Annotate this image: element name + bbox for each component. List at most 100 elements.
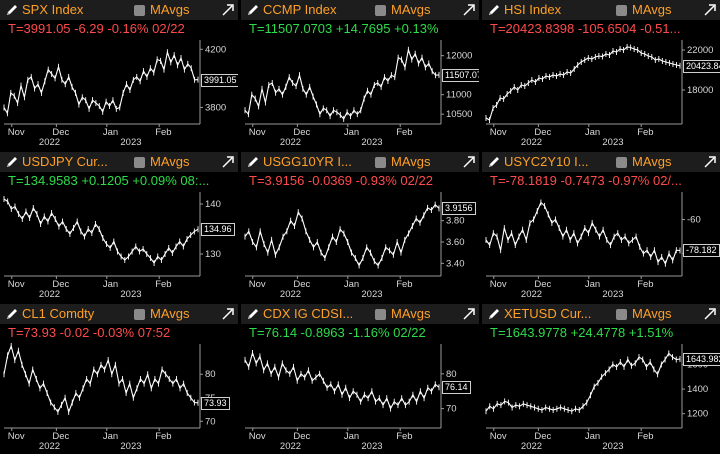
- expand-icon[interactable]: [463, 3, 475, 16]
- panel-header: USDJPY Cur... MAvgs: [0, 152, 238, 172]
- year-label: 2022: [39, 441, 60, 450]
- mavgs-label[interactable]: MAvgs: [632, 154, 672, 169]
- ticker-title[interactable]: HSI Index: [504, 2, 562, 17]
- x-tick-label: Dec: [52, 431, 69, 442]
- ticker-title[interactable]: XETUSD Cur...: [504, 306, 592, 321]
- price-chart: 4200 3800 Nov Dec Jan Feb 2022 2023: [3, 40, 226, 146]
- expand-icon[interactable]: [463, 307, 475, 320]
- x-tick-label: Feb: [396, 127, 412, 138]
- mavgs-label[interactable]: MAvgs: [632, 2, 672, 17]
- mavgs-checkbox-icon[interactable]: [616, 309, 627, 320]
- expand-icon[interactable]: [222, 307, 234, 320]
- x-tick-label: Nov: [8, 279, 25, 290]
- expand-icon[interactable]: [222, 3, 234, 16]
- mavgs-checkbox-icon[interactable]: [375, 157, 386, 168]
- mavgs-checkbox-icon[interactable]: [375, 5, 386, 16]
- mavgs-checkbox-icon[interactable]: [134, 309, 145, 320]
- mavgs-checkbox-icon[interactable]: [616, 5, 627, 16]
- last-price-label: 3.9156: [442, 202, 476, 216]
- year-label: 2022: [280, 289, 301, 298]
- mavgs-label[interactable]: MAvgs: [391, 2, 431, 17]
- year-label: 2022: [521, 441, 542, 450]
- ticker-title[interactable]: USYC2Y10 I...: [504, 154, 589, 169]
- pencil-icon[interactable]: [487, 155, 501, 169]
- x-tick-label: Dec: [293, 279, 310, 290]
- x-tick-label: Nov: [490, 431, 507, 442]
- last-price-label: -78.182: [683, 244, 720, 258]
- quote-line: T=-78.1819 -0.7473 -0.97% 02/...: [490, 173, 682, 188]
- mavgs-label[interactable]: MAvgs: [632, 306, 672, 321]
- pencil-icon[interactable]: [246, 3, 260, 17]
- x-tick-label: Jan: [103, 431, 118, 442]
- mavgs-label[interactable]: MAvgs: [150, 306, 190, 321]
- mavgs-label[interactable]: MAvgs: [150, 154, 190, 169]
- pencil-icon[interactable]: [487, 307, 501, 321]
- mavgs-checkbox-icon[interactable]: [134, 157, 145, 168]
- pencil-icon[interactable]: [5, 155, 19, 169]
- expand-icon[interactable]: [704, 155, 716, 168]
- mavgs-checkbox-icon[interactable]: [616, 157, 627, 168]
- pencil-icon[interactable]: [5, 307, 19, 321]
- x-tick-label: Jan: [103, 127, 118, 138]
- pencil-icon[interactable]: [487, 3, 501, 17]
- y-tick-label: 140: [205, 199, 221, 210]
- y-tick-label: 80: [446, 369, 457, 380]
- chart-panel: CDX IG CDSI... MAvgs T=76.14 -0.8963 -1.16…: [241, 304, 479, 454]
- panel-header: XETUSD Cur... MAvgs: [482, 304, 720, 324]
- chart-panel: USGG10YR I... MAvgs T=3.9156 -0.0369 -0.93…: [241, 152, 479, 302]
- price-chart: -60-80NovDecJanFeb20222023: [485, 192, 701, 298]
- price-chart: 80 70 Nov Dec Jan Feb 2022 2023: [244, 344, 457, 450]
- expand-icon[interactable]: [704, 3, 716, 16]
- ticker-title[interactable]: USDJPY Cur...: [22, 154, 108, 169]
- year-label: 2023: [602, 137, 623, 146]
- quote-line: T=1643.9778 +24.4778 +1.51%: [490, 325, 674, 340]
- y-tick-label: 1400: [687, 384, 708, 395]
- price-line: [485, 352, 681, 412]
- price-chart: 3.80 3.60 3.40 Nov Dec Jan Feb 2022 2023: [244, 192, 465, 298]
- mavgs-label[interactable]: MAvgs: [150, 2, 190, 17]
- x-tick-label: Nov: [249, 279, 266, 290]
- last-price-label: 20423.84: [683, 59, 720, 73]
- year-label: 2023: [361, 441, 382, 450]
- x-tick-label: Feb: [155, 127, 171, 138]
- y-tick-label: 130: [205, 249, 221, 260]
- panel-header: SPX Index MAvgs: [0, 0, 238, 20]
- quote-line: T=20423.8398 -105.6504 -0.51...: [490, 21, 681, 36]
- ticker-title[interactable]: USGG10YR I...: [263, 154, 352, 169]
- ticker-title[interactable]: CL1 Comdty: [22, 306, 95, 321]
- y-tick-label: 1200: [687, 409, 708, 420]
- ticker-title[interactable]: CCMP Index: [263, 2, 337, 17]
- pencil-icon[interactable]: [5, 3, 19, 17]
- panel-header: CDX IG CDSI... MAvgs: [241, 304, 479, 324]
- mavgs-checkbox-icon[interactable]: [375, 309, 386, 320]
- last-price-label: 134.96: [201, 223, 235, 237]
- y-tick-label: 22000: [687, 45, 713, 56]
- x-tick-label: Feb: [637, 127, 653, 138]
- y-tick-label: 3800: [205, 102, 226, 113]
- year-label: 2023: [361, 289, 382, 298]
- last-price-label: 1643.982: [683, 353, 720, 367]
- ticker-title[interactable]: SPX Index: [22, 2, 84, 17]
- ticker-title[interactable]: CDX IG CDSI...: [263, 306, 354, 321]
- x-tick-label: Jan: [585, 127, 600, 138]
- x-tick-label: Nov: [8, 127, 25, 138]
- y-tick-label: 12000: [446, 51, 472, 62]
- x-tick-label: Feb: [396, 279, 412, 290]
- quote-line: T=3991.05 -6.29 -0.16% 02/22: [8, 21, 185, 36]
- expand-icon[interactable]: [463, 155, 475, 168]
- x-tick-label: Nov: [249, 127, 266, 138]
- pencil-icon[interactable]: [246, 307, 260, 321]
- price-line: [485, 46, 681, 121]
- expand-icon[interactable]: [222, 155, 234, 168]
- mavgs-label[interactable]: MAvgs: [391, 306, 431, 321]
- expand-icon[interactable]: [704, 307, 716, 320]
- pencil-icon[interactable]: [246, 155, 260, 169]
- year-label: 2023: [602, 441, 623, 450]
- panel-header: USGG10YR I... MAvgs: [241, 152, 479, 172]
- x-tick-label: Dec: [534, 431, 551, 442]
- mavgs-label[interactable]: MAvgs: [391, 154, 431, 169]
- x-tick-label: Dec: [534, 127, 551, 138]
- price-line: [244, 203, 440, 267]
- mavgs-checkbox-icon[interactable]: [134, 5, 145, 16]
